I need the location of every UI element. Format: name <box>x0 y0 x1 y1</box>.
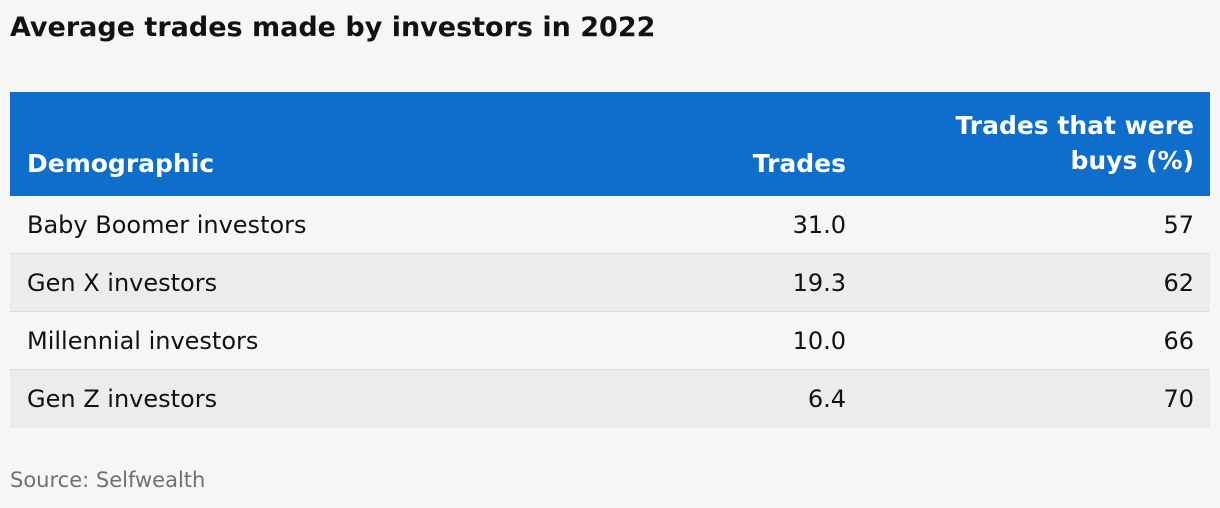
cell-buys-percent: 70 <box>1163 385 1194 413</box>
cell-buys-percent: 62 <box>1163 268 1194 297</box>
cell-buys-percent: 66 <box>1163 326 1194 355</box>
source-note: Source: Selfwealth <box>10 468 206 492</box>
column-header-demographic: Demographic <box>27 149 215 178</box>
table-row: Gen X investors 19.3 62 <box>10 254 1210 312</box>
column-header-trades: Trades <box>752 149 846 178</box>
cell-demographic: Gen Z investors <box>27 385 218 413</box>
data-table: Demographic Trades Trades that were buys… <box>10 92 1210 428</box>
table-row: Millennial investors 10.0 66 <box>10 312 1210 370</box>
table-body: Baby Boomer investors 31.0 57 Gen X investo… <box>10 196 1210 428</box>
column-header-buys-line-2: buys (%) <box>1070 146 1194 175</box>
table-header: Demographic Trades Trades that were buys… <box>10 92 1210 196</box>
cell-trades: 19.3 <box>792 268 846 297</box>
cell-buys-percent: 57 <box>1163 210 1194 239</box>
cell-demographic: Millennial investors <box>27 326 259 355</box>
cell-trades: 31.0 <box>792 210 846 239</box>
table-row: Baby Boomer investors 31.0 57 <box>10 196 1210 254</box>
column-header-buys-line-1: Trades that were <box>955 111 1194 140</box>
cell-demographic: Baby Boomer investors <box>27 210 307 239</box>
chart-title: Average trades made by investors in 2022 <box>10 12 656 43</box>
cell-demographic: Gen X investors <box>27 268 218 297</box>
table-row: Gen Z investors 6.4 70 <box>10 370 1210 428</box>
cell-trades: 6.4 <box>807 385 846 413</box>
cell-trades: 10.0 <box>792 326 846 355</box>
column-header-buys: Trades that were buys (%) <box>955 108 1194 178</box>
